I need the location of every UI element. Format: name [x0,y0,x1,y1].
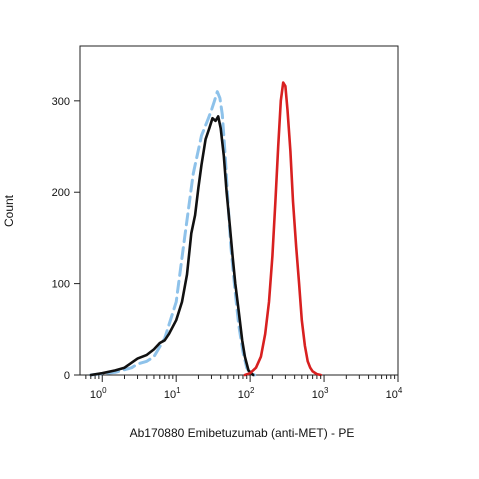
histogram-series-1 [89,90,257,377]
x-axis-ticks: 100 101 102 103 104 [85,375,403,401]
y-tick-label: 300 [52,96,70,108]
histogram-series-2 [89,115,255,377]
y-tick-label: 100 [52,279,70,291]
x-tick-label: 102 [238,386,255,401]
series-layer [89,81,322,377]
x-tick-label: 101 [164,386,181,401]
x-axis-label: Ab170880 Emibetuzumab (anti-MET) - PE [130,426,355,440]
y-tick-label: 200 [52,187,70,199]
y-axis-label: Count [2,194,16,227]
histogram-series-3 [243,81,322,377]
x-tick-label: 104 [386,386,403,401]
x-tick-label: 103 [312,386,329,401]
y-axis-ticks: 0 100 200 300 [52,96,80,382]
y-tick-label: 0 [64,370,70,382]
x-tick-label: 100 [90,386,107,401]
